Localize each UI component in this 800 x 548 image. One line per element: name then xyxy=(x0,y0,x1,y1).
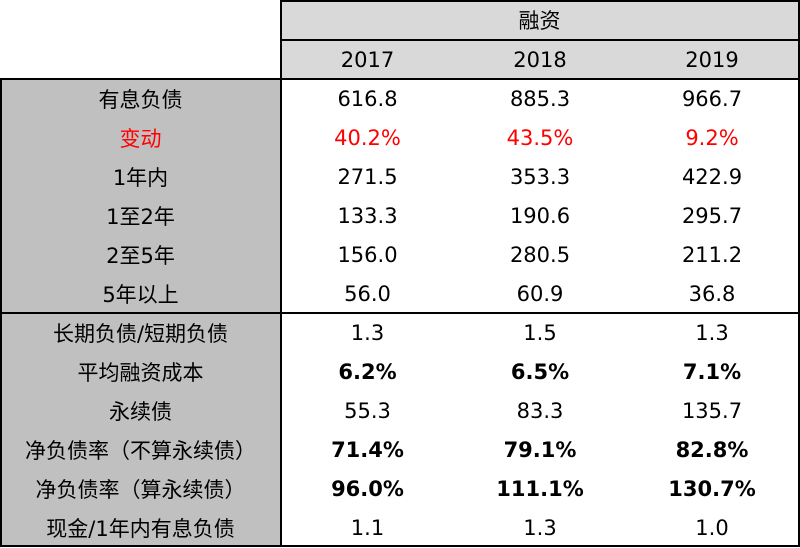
table-cell: 83.3 xyxy=(516,398,564,423)
table-cell: 271.5 xyxy=(337,164,398,189)
table-cell: 55.3 xyxy=(344,398,391,423)
table-horizontal-rule xyxy=(0,545,800,547)
table-cell: 43.5% xyxy=(506,125,574,150)
row-label: 现金/1年内有息负债 xyxy=(46,516,235,541)
row-label: 变动 xyxy=(119,126,162,151)
table-cell: 56.0 xyxy=(344,281,391,306)
table-cell: 135.7 xyxy=(681,398,743,423)
table-cell: 1.3 xyxy=(350,320,385,345)
year-header: 2019 xyxy=(685,47,739,72)
table-vertical-rule xyxy=(0,78,2,547)
table-cell: 6.5% xyxy=(510,359,570,384)
table-cell: 966.7 xyxy=(681,86,743,111)
table-horizontal-rule xyxy=(0,78,800,80)
table-cell: 280.5 xyxy=(509,242,571,267)
table-cell: 133.3 xyxy=(337,203,398,228)
header-group-label: 融资 xyxy=(518,9,561,33)
year-header: 2018 xyxy=(513,47,567,72)
table-cell: 1.5 xyxy=(523,320,557,345)
table-horizontal-rule xyxy=(0,312,800,314)
table-cell: 1.1 xyxy=(350,515,385,540)
row-label: 平均融资成本 xyxy=(77,360,204,385)
table-cell: 96.0% xyxy=(331,476,404,501)
row-label: 净负债率（不算永续债） xyxy=(25,438,256,463)
table-cell: 211.2 xyxy=(681,242,743,267)
table-cell: 1.3 xyxy=(695,320,729,345)
table-vertical-rule xyxy=(798,0,800,547)
row-label: 1至2年 xyxy=(106,204,175,229)
table-cell: 79.1% xyxy=(503,437,577,462)
year-header: 2017 xyxy=(340,47,395,72)
table-cell: 885.3 xyxy=(509,86,571,111)
table-cell: 9.2% xyxy=(685,125,739,150)
table-cell: 353.3 xyxy=(509,164,571,189)
row-label: 净负债率（算永续债） xyxy=(35,477,246,502)
table-cell: 7.1% xyxy=(682,359,742,384)
table-horizontal-rule xyxy=(281,0,800,2)
table-cell: 111.1% xyxy=(496,476,584,501)
row-label: 长期负债/短期负债 xyxy=(52,321,229,346)
table-cell: 40.2% xyxy=(334,125,401,150)
row-label: 有息负债 xyxy=(98,87,183,112)
table-cell: 36.8 xyxy=(688,281,736,306)
table-cell: 190.6 xyxy=(509,203,571,228)
table-vertical-rule xyxy=(280,0,282,547)
row-label: 5年以上 xyxy=(102,282,179,307)
table-cell: 422.9 xyxy=(681,164,743,189)
table-cell: 616.8 xyxy=(337,86,398,111)
table-cell: 1.0 xyxy=(695,515,729,540)
table-cell: 6.2% xyxy=(338,359,397,384)
row-label: 2至5年 xyxy=(106,243,175,268)
table-cell: 71.4% xyxy=(331,437,404,462)
row-label: 1年内 xyxy=(112,165,169,190)
table-cell: 156.0 xyxy=(337,242,398,267)
row-label: 永续债 xyxy=(109,399,172,424)
table-cell: 60.9 xyxy=(516,281,564,306)
table-cell: 82.8% xyxy=(675,437,749,462)
table-cell: 130.7% xyxy=(668,476,756,501)
table-horizontal-rule xyxy=(281,39,800,41)
table-cell: 1.3 xyxy=(523,515,557,540)
table-cell: 295.7 xyxy=(681,203,743,228)
